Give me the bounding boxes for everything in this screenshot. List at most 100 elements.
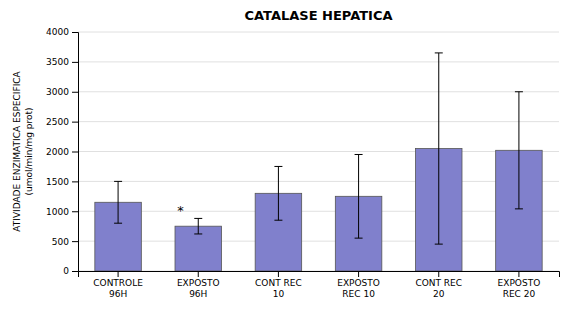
x-tick: CONT REC20: [415, 271, 462, 299]
x-tick-label-line: 96H: [189, 289, 207, 299]
x-tick: EXPOSTOREC 10: [337, 271, 380, 299]
y-tick-mark: [72, 241, 78, 242]
x-tick: CONTROLE96H: [93, 271, 143, 299]
y-tick-label: 3000: [46, 87, 69, 97]
x-tick-label-line: EXPOSTO: [177, 278, 220, 288]
y-tick: 2500: [46, 117, 78, 127]
error-bar-cap: [515, 208, 523, 209]
y-axis-line: [72, 33, 79, 272]
error-bar: [435, 53, 443, 244]
x-tick-label-line: CONT REC: [415, 278, 462, 288]
x-tick: EXPOSTOREC 20: [498, 271, 541, 299]
error-bar-cap: [435, 52, 443, 53]
error-bar: [355, 154, 363, 238]
grid-line: [78, 91, 559, 92]
y-tick-label: 1000: [46, 207, 69, 217]
x-tick-label-line: CONTROLE: [93, 278, 143, 288]
chart-container: 0 500 1000 1500 2000 2500 3000 3500 4000 CONTROLE…: [0, 0, 575, 315]
y-tick-label: 4000: [46, 27, 69, 37]
error-bar-stem: [278, 166, 279, 220]
grid-line: [78, 61, 559, 62]
grid-line: [78, 32, 559, 33]
x-tick: CONT REC10: [255, 271, 302, 299]
error-bar-cap: [355, 238, 363, 239]
grid-line: [78, 211, 559, 212]
error-bar-cap: [114, 223, 122, 224]
x-tick-label-line: EXPOSTO: [337, 278, 380, 288]
marks: [95, 53, 542, 271]
y-tick: 4000: [46, 27, 78, 37]
x-tick-label-line: 96H: [109, 289, 127, 299]
error-bar-stem: [438, 53, 439, 244]
grid-line: [78, 121, 559, 122]
error-bar-stem: [198, 218, 199, 234]
x-tick-label: EXPOSTOREC 10: [337, 278, 380, 298]
x-tick-label: CONTROLE96H: [93, 278, 143, 298]
x-tick-mark: [358, 271, 359, 277]
error-bar-stem: [118, 181, 119, 223]
x-tick-mark: [198, 271, 199, 277]
annotation: *: [177, 203, 184, 218]
plot-area: 0 500 1000 1500 2000 2500 3000 3500 4000 CONTROLE…: [46, 27, 559, 298]
grid-line: [78, 241, 559, 242]
x-tick-label: CONT REC10: [255, 278, 302, 298]
grid-line: [78, 151, 559, 152]
y-tick: 2000: [46, 147, 78, 157]
error-bar: [114, 181, 122, 223]
y-tick-label: 3500: [46, 57, 69, 67]
chart-svg: 0 500 1000 1500 2000 2500 3000 3500 4000 CONTROLE…: [0, 0, 575, 315]
error-bar-cap: [355, 154, 363, 155]
y-tick: 0: [63, 266, 78, 276]
x-tick-label-line: 20: [433, 289, 445, 299]
error-bar-cap: [194, 233, 202, 234]
y-tick-label: 500: [52, 237, 69, 247]
y-tick-label: 0: [63, 266, 69, 276]
x-axis-line: [79, 272, 560, 278]
error-bar-cap: [515, 91, 523, 92]
y-axis-title: ATIVIDADE ENZIMATICA ESPECIFICA(umol/min…: [12, 70, 33, 231]
error-bar-cap: [274, 166, 282, 167]
y-tick-mark: [72, 92, 78, 93]
x-tick-mark: [278, 271, 279, 277]
title: CATALASE HEPATICA: [244, 8, 392, 23]
y-tick-mark: [72, 122, 78, 123]
y-tick: 1500: [46, 177, 78, 187]
error-bar: [274, 166, 282, 220]
error-bar: [194, 218, 202, 234]
y-tick-mark: [72, 211, 78, 212]
y-axis-title-line: (umol/min/mg prot): [24, 107, 34, 195]
x-tick-label: EXPOSTO96H: [177, 278, 220, 298]
x-tick-label-line: 10: [273, 289, 285, 299]
x-tick-label-line: REC 10: [342, 289, 375, 299]
y-tick: 3500: [46, 57, 78, 67]
y-axis-title-line: ATIVIDADE ENZIMATICA ESPECIFICA: [12, 70, 22, 231]
y-tick: 1000: [46, 207, 78, 217]
error-bar-cap: [114, 181, 122, 182]
x-tick-label-line: EXPOSTO: [498, 278, 541, 288]
x-tick-label: CONT REC20: [415, 278, 462, 298]
y-tick-label: 2000: [46, 147, 69, 157]
error-bar-stem: [518, 92, 519, 209]
error-bar: [515, 92, 523, 209]
x-axis: CONTROLE96HEXPOSTO96HCONT REC10EXPOSTORE…: [79, 271, 560, 299]
x-tick-mark: [118, 271, 119, 277]
grid: [78, 32, 559, 271]
x-tick-label-line: CONT REC: [255, 278, 302, 288]
error-bar-cap: [435, 244, 443, 245]
y-tick-mark: [72, 32, 78, 33]
y-tick-mark: [72, 271, 78, 272]
x-tick: EXPOSTO96H: [177, 271, 220, 299]
y-axis: 0 500 1000 1500 2000 2500 3000 3500 4000: [46, 27, 78, 276]
y-tick: 500: [52, 237, 78, 247]
x-tick-mark: [438, 271, 439, 277]
x-tick-label-line: REC 20: [503, 289, 536, 299]
y-tick-label: 1500: [46, 177, 69, 187]
x-tick-label: EXPOSTOREC 20: [498, 278, 541, 298]
error-bar-stem: [358, 154, 359, 238]
y-tick: 3000: [46, 87, 78, 97]
y-tick-mark: [72, 62, 78, 63]
y-tick-mark: [72, 152, 78, 153]
y-tick-label: 2500: [46, 117, 69, 127]
x-tick-mark: [518, 271, 519, 277]
grid-line: [78, 181, 559, 182]
